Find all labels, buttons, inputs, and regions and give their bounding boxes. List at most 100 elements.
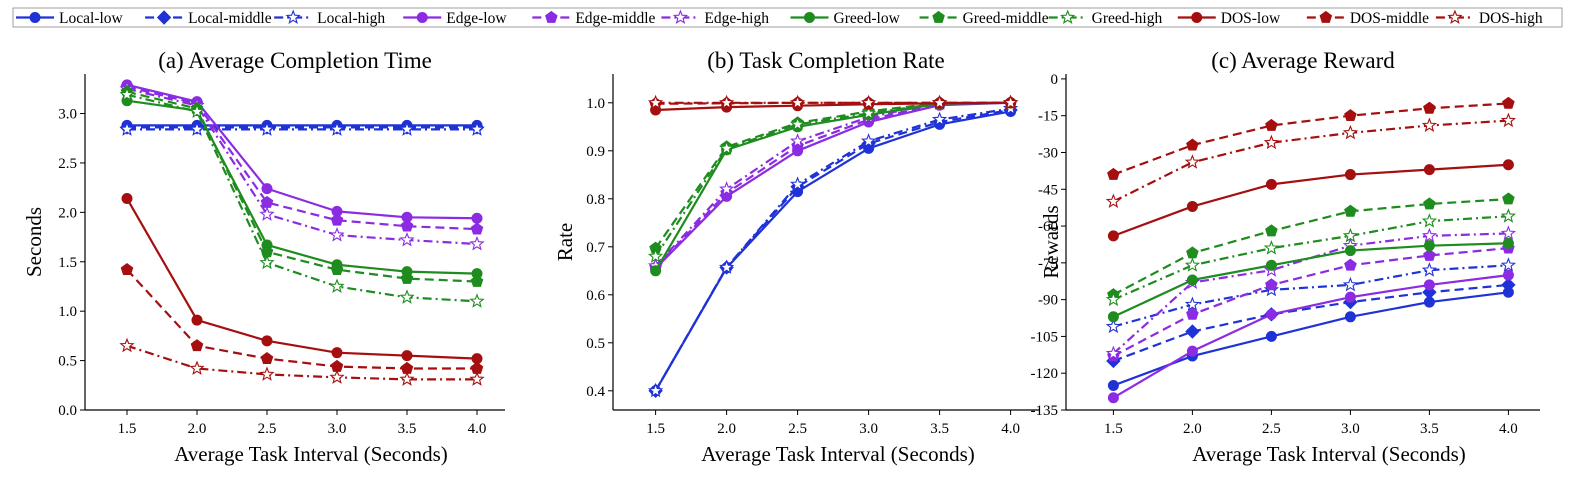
- series-dos-high: [1105, 112, 1517, 209]
- data-point: [1344, 291, 1356, 303]
- data-point: [259, 366, 275, 381]
- data-point: [1107, 167, 1120, 180]
- data-point: [1421, 262, 1438, 277]
- series-line: [126, 90, 478, 283]
- x-tick-label: 1.5: [646, 421, 665, 437]
- y-tick-label: -60: [1038, 219, 1058, 235]
- series-line: [1112, 242, 1509, 318]
- data-point: [190, 339, 204, 352]
- data-point: [718, 140, 735, 155]
- data-point: [1421, 117, 1438, 132]
- legend-marker: [1319, 10, 1333, 23]
- data-point: [259, 206, 275, 221]
- series-greed-high: [119, 86, 485, 308]
- series-edge-low: [121, 79, 483, 224]
- panel-average-reward: (c) Average Reward 1.5 2.0 2.5 3.0 3.5 4.0 0 -15…: [1031, 48, 1540, 466]
- data-point: [1107, 379, 1119, 391]
- data-point: [469, 371, 485, 386]
- data-point: [1501, 277, 1516, 293]
- y-tick-label: -75: [1038, 256, 1058, 272]
- series-greed-high: [1105, 208, 1517, 307]
- x-tick-label: 3.0: [328, 421, 347, 437]
- y-tick-label: 0.0: [58, 403, 77, 419]
- x-axis-label: Average Task Interval (Seconds): [701, 442, 975, 466]
- series-line: [1113, 291, 1509, 387]
- data-point: [1002, 94, 1019, 110]
- y-axis-label: Rewards: [1039, 205, 1063, 278]
- legend-item: Local-middle: [145, 10, 272, 27]
- legend-label: Local-high: [317, 10, 385, 27]
- data-point: [330, 263, 344, 276]
- data-point: [1186, 246, 1199, 259]
- y-tick-label: 0.6: [586, 288, 605, 304]
- data-point: [400, 271, 414, 284]
- data-point: [1344, 258, 1357, 271]
- y-tick-label: -135: [1031, 403, 1059, 419]
- legend-item: DOS-low: [1177, 10, 1281, 27]
- legend-item: Edge-low: [403, 10, 507, 27]
- y-axis-label: Seconds: [22, 207, 46, 277]
- data-point: [1265, 259, 1277, 271]
- data-point: [718, 181, 735, 196]
- data-point: [399, 232, 415, 247]
- data-point: [399, 121, 415, 136]
- data-point: [1421, 227, 1438, 243]
- data-point: [1184, 257, 1201, 272]
- panel-average-completion-time: (a) Average Completion Time 1.5 2.0 2.5 3.0 3…: [22, 48, 505, 466]
- legend-item: Edge-high: [661, 9, 769, 27]
- series-line: [1112, 119, 1509, 203]
- series-edge-high: [647, 94, 1019, 273]
- series-dos-middle: [1107, 96, 1515, 180]
- y-tick-label: -120: [1031, 366, 1059, 382]
- series-line: [654, 101, 1011, 270]
- y-tick-label: -105: [1031, 329, 1059, 345]
- panel-title: (b) Task Completion Rate: [707, 48, 945, 73]
- legend-label: Local-middle: [188, 10, 272, 27]
- data-point: [1342, 276, 1359, 292]
- data-point: [1107, 311, 1119, 323]
- data-point: [1342, 227, 1359, 243]
- data-point: [860, 133, 877, 148]
- y-tick-label: 0.7: [586, 240, 605, 256]
- series-greed-low: [121, 95, 483, 280]
- data-point: [260, 351, 274, 364]
- data-point: [469, 293, 485, 308]
- y-tick-label: 2.5: [58, 156, 77, 172]
- data-point: [470, 274, 484, 287]
- data-point: [647, 248, 664, 263]
- data-point: [401, 350, 413, 362]
- y-tick-label: 0.5: [586, 336, 605, 352]
- data-point: [1265, 330, 1277, 342]
- data-point: [1342, 124, 1359, 140]
- data-point: [789, 176, 806, 191]
- series-local-low: [1107, 286, 1514, 391]
- data-point: [1107, 392, 1119, 404]
- series-line: [654, 101, 1011, 272]
- y-tick-label: 2.0: [58, 205, 77, 221]
- data-point: [329, 278, 345, 293]
- y-tick-label: -15: [1038, 109, 1058, 125]
- legend-item: Edge-middle: [532, 10, 656, 27]
- x-axis-label: Average Task Interval (Seconds): [1192, 442, 1466, 466]
- legend-marker: [804, 12, 815, 23]
- series-local-high: [647, 100, 1019, 398]
- y-tick-label: 1.5: [58, 255, 77, 271]
- data-point: [1105, 345, 1122, 361]
- data-point: [469, 235, 485, 251]
- data-point: [1105, 318, 1122, 334]
- data-point: [1263, 134, 1280, 150]
- data-point: [647, 382, 664, 398]
- series-line: [1113, 283, 1509, 362]
- x-tick-label: 3.5: [1420, 421, 1439, 437]
- series-line: [654, 108, 1011, 392]
- data-point: [1184, 154, 1201, 169]
- data-point: [931, 111, 948, 127]
- data-point: [120, 263, 134, 276]
- data-point: [399, 371, 415, 386]
- legend-marker: [416, 12, 428, 23]
- y-tick-label: 0.4: [586, 384, 605, 400]
- legend-item: Greed-middle: [919, 10, 1049, 27]
- x-tick-label: 2.0: [188, 421, 207, 437]
- data-point: [189, 360, 205, 375]
